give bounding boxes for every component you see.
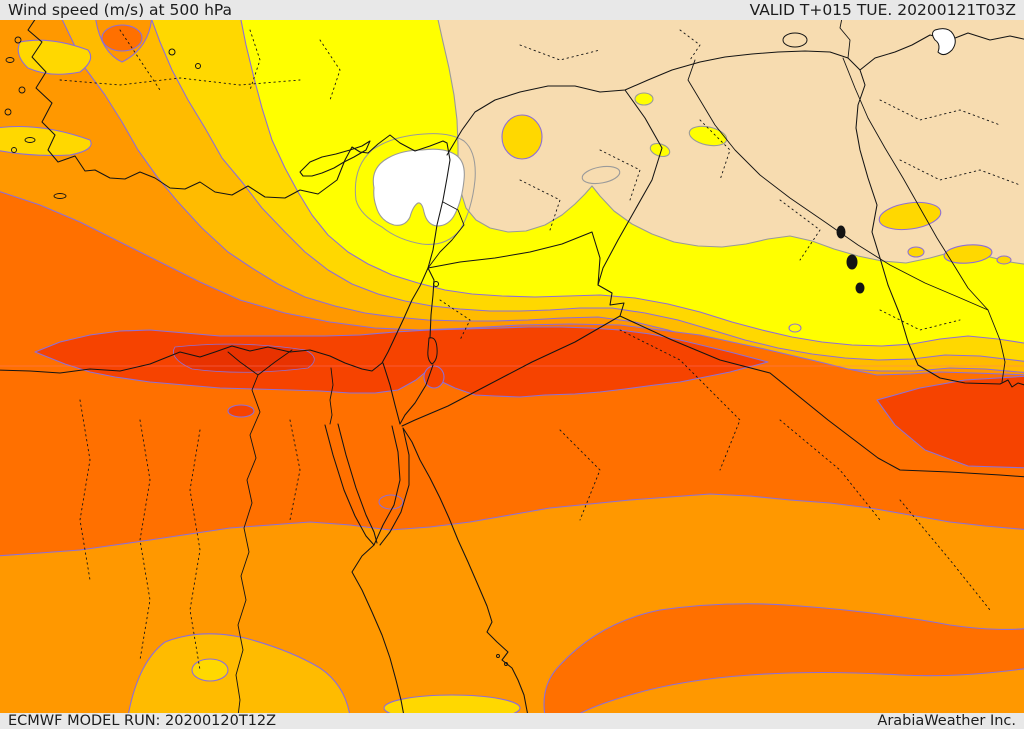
gulf-of-suez-east	[337, 423, 378, 544]
contour-oval-sinai	[378, 494, 404, 510]
euphrates-river	[687, 59, 989, 311]
band-darkorange-spot-nw	[101, 24, 143, 52]
band-darkorange-south	[543, 603, 1024, 713]
band-gold-streak-2	[0, 126, 92, 156]
band-beige-islet	[581, 165, 621, 185]
band-gold-patch-5	[996, 255, 1012, 265]
band-yellow-islet-1	[634, 92, 654, 106]
admin-borders-dotted	[59, 29, 1021, 671]
admin-iran	[879, 99, 1021, 186]
lake-van	[782, 32, 808, 48]
lake-anatolia-1	[168, 48, 176, 56]
footer-bar: ECMWF MODEL RUN: 20200120T12Z ArabiaWeat…	[0, 713, 1024, 729]
gulf-of-suez-west	[324, 424, 375, 546]
map-canvas	[0, 20, 1024, 713]
validity-time: VALID T+015 TUE. 20200121T03Z	[749, 1, 1016, 19]
contour-ring-white-min	[354, 133, 476, 245]
dead-sea	[427, 337, 438, 365]
border-armenia	[839, 20, 851, 59]
country-borders	[382, 20, 1024, 478]
band-deepred-core	[173, 343, 315, 373]
gulf-of-aqaba-east	[379, 427, 410, 546]
aegean-island	[5, 57, 15, 63]
lakes	[168, 28, 956, 365]
nile-river	[227, 349, 293, 713]
cyprus-island	[299, 140, 371, 177]
admin-iraq	[699, 119, 961, 331]
admin-jordan	[439, 299, 471, 341]
aegean-island	[18, 86, 26, 94]
lake-tharthar	[836, 225, 846, 239]
band-gold-spot-south	[383, 694, 521, 713]
band-amber-sw	[128, 633, 350, 713]
aegean-island	[4, 108, 12, 116]
border-jordan-iraq-saudi	[597, 284, 1024, 478]
lake-urmia	[932, 28, 956, 56]
aegean-island	[11, 147, 17, 153]
band-gold-spot-sw	[191, 658, 229, 682]
mediterranean-coastline	[0, 20, 451, 374]
border-israel-jordan	[399, 267, 435, 425]
border-lebanon-syria	[427, 201, 465, 269]
contour-oval-small	[788, 323, 802, 333]
border-turkey-syria-iraq-iran	[446, 50, 1001, 385]
contour-lines	[354, 133, 802, 510]
wind-speed-map	[0, 20, 1024, 713]
lake-anatolia-2	[195, 63, 201, 69]
aegean-island	[24, 137, 36, 143]
suez-canal	[329, 367, 334, 425]
border-syria-jordan	[427, 231, 601, 286]
admin-turkey	[59, 29, 701, 101]
admin-syria	[519, 149, 641, 231]
persian-gulf-head	[999, 379, 1024, 388]
rivers	[227, 57, 1006, 713]
band-redorange-east	[876, 375, 1024, 469]
band-gold-streak-1	[17, 39, 92, 75]
header-bar: Wind speed (m/s) at 500 hPa VALID T+015 …	[0, 0, 1024, 20]
gulf-of-aqaba-west	[373, 425, 401, 546]
lake-razzaza	[855, 282, 865, 294]
red-sea-islet	[504, 662, 508, 666]
band-gold-patch-1	[501, 114, 543, 160]
band-gold-patch-2	[878, 201, 942, 231]
credit-label: ArabiaWeather Inc.	[877, 713, 1016, 729]
band-red-spot-delta	[227, 404, 255, 418]
coastlines	[0, 20, 1024, 713]
band-gold-patch-4	[907, 246, 925, 258]
red-sea-egypt-coast	[351, 544, 404, 713]
admin-egypt	[79, 399, 301, 671]
tigris-river	[842, 57, 1006, 383]
aegean-island	[14, 36, 22, 44]
wind-bands	[0, 20, 1024, 713]
sea-of-galilee	[433, 281, 439, 287]
red-sea-saudi-coast	[402, 427, 528, 713]
border-egypt-israel	[382, 362, 401, 425]
red-sea-islet	[496, 654, 500, 658]
border-jordan-saudi	[401, 315, 621, 427]
rhodes-island	[53, 193, 67, 199]
model-run-label: ECMWF MODEL RUN: 20200120T12Z	[8, 713, 277, 729]
lake-habbaniyah	[846, 254, 858, 270]
band-red-spot-deadsea	[423, 365, 445, 389]
map-title: Wind speed (m/s) at 500 hPa	[8, 1, 233, 19]
border-syria-iraq	[597, 89, 663, 286]
band-gold-patch-3	[943, 244, 993, 264]
band-yellow-islet-3	[649, 142, 671, 158]
